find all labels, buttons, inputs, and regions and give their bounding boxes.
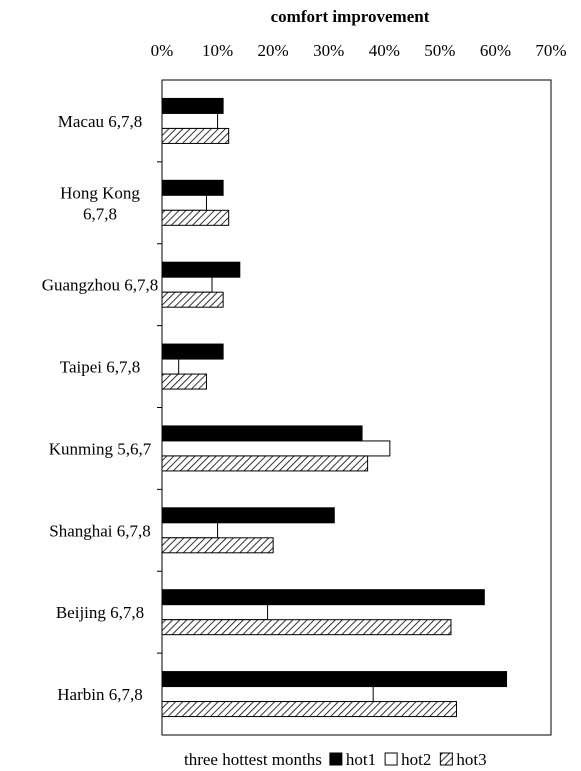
bar-hot2 xyxy=(161,440,391,457)
bar-hot2 xyxy=(161,522,219,539)
chart-title: comfort improvement xyxy=(271,7,430,26)
bar-hot3 xyxy=(161,455,369,472)
plot-area xyxy=(161,79,552,736)
category-labels: Macau 6,7,8 Hong Kong 6,7,8 Guangzhou 6,7,8… xyxy=(42,112,159,704)
legend-swatch-hot2 xyxy=(384,752,398,766)
bar-hot3 xyxy=(161,127,230,144)
bar-hot1 xyxy=(161,589,485,606)
x-axis-ticks: 0% 10% 20% 30% 40% 50% 60% 70% xyxy=(151,41,567,60)
category-label: Hong Kong 6,7,8 xyxy=(60,183,140,223)
bar-hot1 xyxy=(161,261,241,278)
legend: three hottest months hot1 hot2 hot3 xyxy=(184,750,487,769)
x-tick-label: 0% xyxy=(151,41,174,60)
x-tick-label: 60% xyxy=(480,41,511,60)
x-tick-label: 30% xyxy=(313,41,344,60)
legend-title: three hottest months xyxy=(184,750,322,769)
legend-swatch-hot3 xyxy=(439,752,453,766)
x-tick-label: 20% xyxy=(258,41,289,60)
legend-swatch-hot1 xyxy=(329,752,343,766)
bar-hot2 xyxy=(161,358,180,375)
bar-hot2 xyxy=(161,276,213,293)
category-label: Guangzhou 6,7,8 xyxy=(42,276,159,295)
category-label: Harbin 6,7,8 xyxy=(57,685,142,704)
bar-hot2 xyxy=(161,604,269,621)
bar-hot3 xyxy=(161,701,458,718)
category-label: Kunming 5,6,7 xyxy=(49,439,152,458)
bar-hot3 xyxy=(161,373,207,390)
bar-hot3 xyxy=(161,619,452,636)
category-label: Shanghai 6,7,8 xyxy=(49,521,151,540)
bar-hot1 xyxy=(161,671,508,688)
bar-hot2 xyxy=(161,194,207,211)
legend-label-hot3: hot3 xyxy=(456,750,486,769)
bar-hot1 xyxy=(161,507,335,524)
category-label: Taipei 6,7,8 xyxy=(60,358,140,377)
x-tick-label: 10% xyxy=(202,41,233,60)
bar-hot3 xyxy=(161,537,274,554)
bar-hot2 xyxy=(161,686,374,703)
x-tick-label: 70% xyxy=(535,41,566,60)
bars xyxy=(161,97,508,718)
category-label: Macau 6,7,8 xyxy=(58,112,143,131)
y-axis-ticks xyxy=(157,161,162,654)
bar-hot3 xyxy=(161,209,230,226)
bar-hot1 xyxy=(161,425,363,442)
bar-hot1 xyxy=(161,343,224,360)
category-label: Beijing 6,7,8 xyxy=(56,603,144,622)
bar-hot2 xyxy=(161,112,219,129)
x-tick-label: 50% xyxy=(424,41,455,60)
legend-label-hot1: hot1 xyxy=(346,750,376,769)
bar-hot1 xyxy=(161,179,224,196)
legend-label-hot2: hot2 xyxy=(401,750,431,769)
x-tick-label: 40% xyxy=(369,41,400,60)
bar-hot3 xyxy=(161,291,224,308)
bar-hot1 xyxy=(161,97,224,114)
